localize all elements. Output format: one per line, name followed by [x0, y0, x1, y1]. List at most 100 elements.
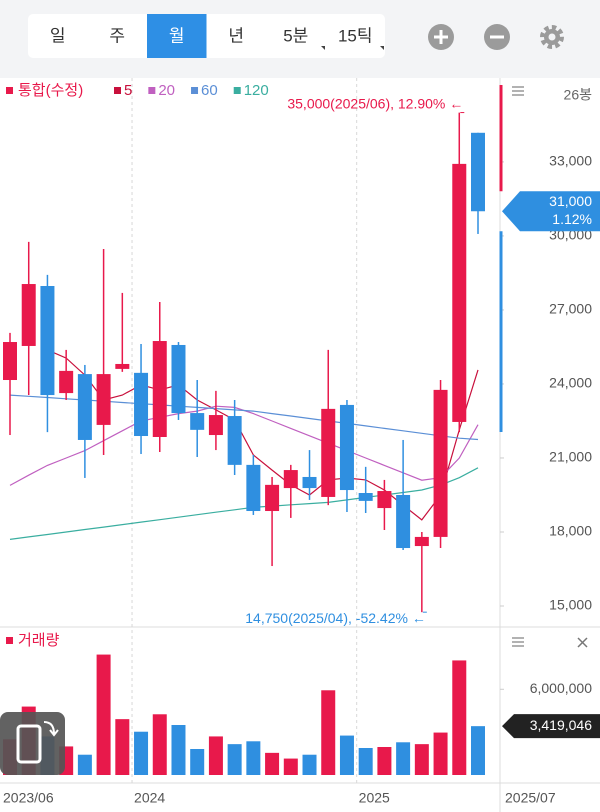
y-tick-label: 15,000	[549, 597, 592, 613]
y-tick-label: 21,000	[549, 449, 592, 465]
candle-body	[246, 464, 261, 512]
gear-teeth	[540, 25, 564, 49]
volume-bar	[115, 719, 130, 775]
candle-body	[3, 342, 17, 381]
legend-swatch	[233, 87, 241, 94]
candle-body	[171, 344, 186, 414]
volume-bar	[302, 754, 317, 775]
volume-bar	[471, 726, 485, 775]
legend-swatch	[114, 87, 121, 94]
rotate-glyph	[16, 724, 42, 764]
candle-body	[96, 374, 111, 425]
menu-icon[interactable]	[512, 86, 524, 96]
price-tag-label: 31,000	[549, 193, 592, 209]
legend-label: 120	[244, 82, 269, 99]
tab[interactable]: 주	[109, 26, 125, 45]
tab[interactable]: 5분	[283, 26, 308, 45]
candle-body	[471, 132, 485, 212]
zoom-in-button[interactable]	[428, 24, 454, 50]
candle-body	[227, 416, 242, 465]
price-tag-change: 1.12%	[552, 211, 592, 227]
volume-bar	[77, 754, 92, 775]
candle-body	[396, 494, 411, 549]
volume-bar	[152, 714, 167, 775]
x-tick-label: 2025	[359, 790, 390, 806]
volume-bar	[321, 690, 336, 775]
volume-bar	[414, 744, 429, 775]
overlay: 5 20 60 120 2023/06 2024 2025 2025/07 15,000 18,0…	[3, 82, 600, 806]
volume-bar	[433, 732, 448, 775]
annotation: 35,000(2025/06), 12.90% ←	[287, 95, 463, 111]
legend-swatch	[6, 87, 13, 94]
y-tick-label: 27,000	[549, 301, 592, 317]
candle-body	[339, 404, 354, 491]
zoom-out-button[interactable]	[484, 24, 510, 50]
tabs: 일 주 월 년 5분 15틱	[50, 14, 373, 58]
rotate-button[interactable]	[0, 712, 65, 775]
volume-bar	[227, 744, 242, 775]
legend-swatch	[148, 87, 156, 94]
zoom-in-glyph	[434, 30, 448, 44]
volume-bar	[96, 654, 111, 775]
tab-corner	[321, 46, 325, 50]
x-tick-label: 2023/06	[3, 790, 54, 806]
price-tag	[502, 191, 600, 232]
candle-body	[115, 363, 130, 369]
candle-body	[358, 493, 373, 501]
volume-tag-label: 3,419,046	[530, 717, 592, 733]
candle-body	[40, 286, 55, 396]
tab[interactable]: 년	[228, 26, 244, 45]
volume-bar	[208, 736, 223, 775]
candle-body	[190, 413, 205, 430]
rotate-arrow	[43, 721, 59, 737]
tab[interactable]: 월	[169, 26, 185, 45]
legend-label: 5	[124, 82, 132, 99]
price-title: 통합(수정)	[18, 82, 83, 99]
tab-selected-bg	[147, 14, 207, 58]
volume-bar	[190, 749, 205, 775]
candle-body	[433, 389, 448, 537]
menu-icon[interactable]	[512, 637, 524, 647]
volume-bar	[246, 741, 261, 775]
volume-bar	[134, 731, 149, 775]
legend-swatch	[191, 87, 199, 94]
volume-bar	[358, 748, 373, 775]
legend-swatch	[6, 637, 13, 644]
volume-bar	[283, 758, 298, 775]
candle-body	[321, 408, 336, 497]
volume-bar	[339, 735, 354, 775]
volume-title: 거래량	[18, 632, 60, 649]
tab[interactable]: 일	[50, 26, 66, 45]
candle-body	[452, 163, 467, 422]
y-tick-label: 33,000	[549, 153, 592, 169]
volume-bar	[452, 660, 467, 775]
settings-button[interactable]	[540, 25, 564, 49]
y-tick-label: 24,000	[549, 375, 592, 391]
close-icon[interactable]	[577, 637, 588, 648]
rotate-bg	[0, 712, 65, 775]
candle-body	[134, 372, 149, 437]
candle-body	[59, 370, 74, 394]
volume-bar	[171, 725, 186, 775]
legend-label: 20	[158, 82, 175, 99]
ma-line	[9, 467, 479, 540]
candle-body	[152, 341, 167, 438]
volume-tag	[502, 714, 600, 739]
candle-body	[377, 491, 392, 509]
candle-body	[302, 476, 317, 489]
tab[interactable]: 15틱	[338, 26, 373, 45]
candle-body	[265, 484, 280, 512]
legend-label: 60	[201, 82, 218, 99]
volume-bar	[265, 752, 280, 775]
volume-bar	[396, 742, 411, 775]
annotation: 14,750(2025/04), -52.42% ←	[245, 610, 426, 626]
volume-bar	[377, 747, 392, 775]
candle-body	[414, 536, 429, 547]
y-tick-label: 18,000	[549, 523, 592, 539]
tab-corner	[380, 46, 384, 50]
ma-line	[47, 349, 479, 521]
x-tick-label: 2025/07	[505, 790, 556, 806]
candle-body	[283, 470, 298, 489]
